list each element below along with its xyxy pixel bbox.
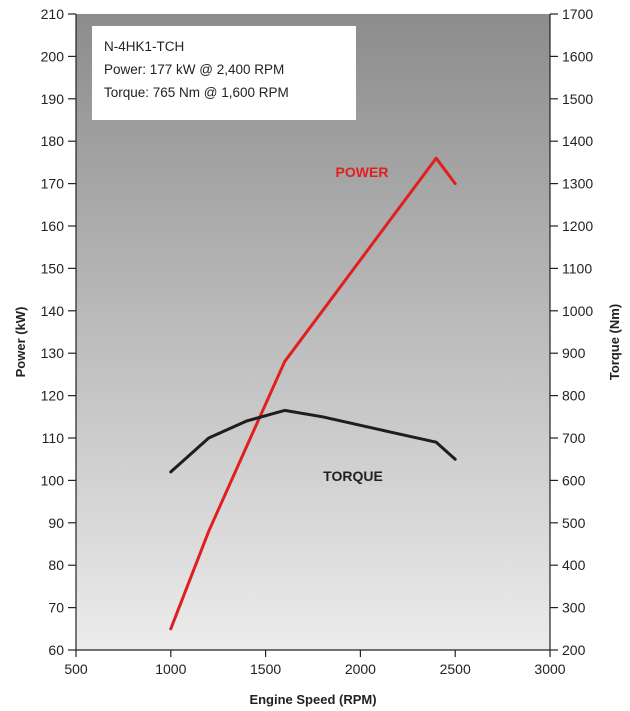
y2-tick-label: 300 [562, 600, 586, 616]
y2-tick-label: 1000 [562, 303, 593, 319]
y2-tick-label: 400 [562, 557, 586, 573]
torque-line [169, 408, 457, 474]
y-tick-label: 210 [41, 6, 65, 22]
y-tick-label: 80 [48, 557, 64, 573]
x-tick-label: 1500 [250, 661, 281, 677]
y-tick-label: 90 [48, 515, 64, 531]
y2-tick-label: 1400 [562, 133, 593, 149]
info-box-power: Power: 177 kW @ 2,400 RPM [104, 62, 284, 77]
y2-axis-title: Torque (Nm) [607, 304, 622, 380]
y-axis-title: Power (kW) [13, 307, 28, 378]
y2-tick-label: 1600 [562, 48, 593, 64]
y2-tick-label: 700 [562, 430, 586, 446]
info-box-model: N-4HK1-TCH [104, 39, 184, 54]
series-layer [169, 156, 457, 631]
y-tick-label: 110 [42, 430, 65, 446]
info-box-torque: Torque: 765 Nm @ 1,600 RPM [104, 85, 289, 100]
y-tick-label: 60 [48, 642, 64, 658]
torque-series-label: TORQUE [323, 468, 383, 484]
y-tick-label: 200 [41, 48, 65, 64]
y2-tick-label: 1300 [562, 176, 593, 192]
y-tick-label: 150 [41, 260, 65, 276]
info-box-background [92, 26, 356, 120]
x-axis-title: Engine Speed (RPM) [249, 692, 376, 707]
power-series-label: POWER [336, 164, 389, 180]
x-tick-label: 2000 [345, 661, 376, 677]
y2-tick-label: 800 [562, 388, 586, 404]
x-tick-label: 2500 [440, 661, 471, 677]
y2-tick-label: 1700 [562, 6, 593, 22]
y2-tick-label: 600 [562, 472, 586, 488]
x-tick-label: 3000 [534, 661, 565, 677]
x-tick-label: 500 [64, 661, 88, 677]
ticks-layer: 60 70 80 90 100 110 120 130 140 150 160 170 180 190 20… [41, 6, 594, 677]
y-tick-label: 70 [48, 600, 64, 616]
y-tick-label: 180 [41, 133, 65, 149]
y2-tick-label: 200 [562, 642, 586, 658]
y-tick-label: 130 [41, 345, 65, 361]
x-tick-label: 1000 [155, 661, 186, 677]
y2-tick-label: 1200 [562, 218, 593, 234]
y2-tick-label: 900 [562, 345, 586, 361]
y-tick-label: 100 [41, 472, 65, 488]
info-box: N-4HK1-TCH Power: 177 kW @ 2,400 RPM Tor… [92, 26, 356, 120]
y-tick-label: 170 [41, 176, 65, 192]
y2-tick-label: 500 [562, 515, 586, 531]
y-tick-label: 160 [41, 218, 65, 234]
y2-tick-label: 1100 [562, 260, 592, 276]
y-tick-label: 120 [41, 388, 65, 404]
y2-tick-label: 1500 [562, 91, 593, 107]
y-tick-label: 140 [41, 303, 65, 319]
power-line [169, 156, 457, 631]
y-tick-label: 190 [41, 91, 65, 107]
